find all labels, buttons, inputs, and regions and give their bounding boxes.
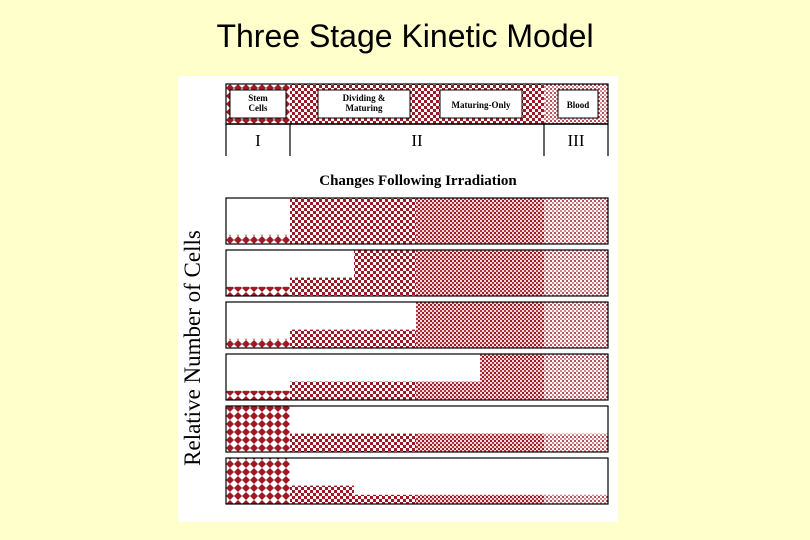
- compartment-fill: [544, 198, 608, 244]
- compartment-fill: [354, 381, 416, 400]
- compartment-fill: [544, 494, 608, 504]
- compartment-fill: [290, 198, 354, 244]
- stage-label: I: [255, 131, 261, 150]
- row-frame: [225, 197, 609, 245]
- y-axis-label-wrap: Relative Number of Cells: [180, 208, 206, 488]
- irradiation-row: [225, 301, 609, 349]
- y-axis-label: Relative Number of Cells: [180, 230, 205, 466]
- row-frame: [225, 353, 609, 401]
- irradiation-row: [225, 249, 609, 297]
- stage-label: III: [568, 131, 585, 150]
- compartment-fill: [544, 250, 608, 296]
- stage-label: II: [411, 131, 423, 150]
- compartment-box: Blood: [557, 89, 599, 119]
- compartment-fill: [354, 433, 416, 452]
- compartment-fill: [416, 250, 544, 296]
- compartment-fill: [226, 390, 290, 400]
- compartment-label: Dividing & Maturing: [343, 93, 386, 113]
- row-frame: [225, 301, 609, 349]
- irradiation-row: [225, 197, 609, 245]
- compartment-fill: [544, 302, 608, 348]
- compartment-label: Stem Cells: [248, 93, 268, 113]
- figure-subtitle: Changes Following Irradiation: [319, 173, 517, 189]
- row-frame: [225, 457, 609, 505]
- compartment-fill: [416, 302, 544, 348]
- compartment-fill: [416, 494, 544, 504]
- figure-canvas: Stem Cells Dividing & Maturing Maturing-Only…: [225, 83, 609, 505]
- compartment-fill: [290, 485, 354, 504]
- compartment-box: Maturing-Only: [439, 89, 523, 119]
- compartment-fill: [226, 338, 290, 348]
- irradiation-row: [225, 405, 609, 453]
- slide-title: Three Stage Kinetic Model: [216, 18, 594, 54]
- compartment-label: Maturing-Only: [451, 100, 511, 110]
- irradiation-row: [225, 457, 609, 505]
- compartment-fill: [226, 458, 290, 504]
- compartment-fill: [290, 329, 354, 348]
- compartment-fill: [226, 406, 290, 452]
- compartment-fill: [290, 277, 354, 296]
- compartment-fill: [416, 198, 544, 244]
- compartment-label: Blood: [567, 100, 590, 110]
- irradiation-rows: [225, 197, 609, 505]
- compartment-fill: [416, 433, 544, 452]
- compartment-fill: [226, 286, 290, 296]
- stage-labels: I II III: [255, 131, 585, 150]
- compartment-fill: [354, 494, 416, 504]
- compartment-fill: [354, 250, 416, 296]
- compartment-fill: [544, 354, 608, 400]
- compartment-fill: [290, 433, 354, 452]
- compartment-labels: Stem Cells Dividing & Maturing Maturing-Only…: [229, 89, 599, 119]
- compartment-box: Stem Cells: [229, 89, 287, 119]
- compartment-fill: [480, 354, 544, 400]
- row-frame: [225, 249, 609, 297]
- compartment-fill: [544, 433, 608, 452]
- irradiation-row: [225, 353, 609, 401]
- compartment-fill: [290, 381, 354, 400]
- kinetic-model-figure: Stem Cells Dividing & Maturing Maturing-Only…: [178, 76, 618, 522]
- compartment-fill: [354, 329, 416, 348]
- compartment-fill: [354, 198, 416, 244]
- row-frame: [225, 405, 609, 453]
- compartment-box: Dividing & Maturing: [317, 89, 411, 119]
- compartment-fill: [226, 234, 290, 244]
